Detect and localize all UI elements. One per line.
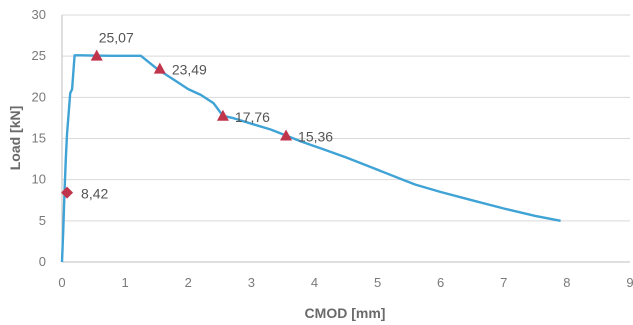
- triangle-marker: [216, 109, 229, 121]
- data-label: 25,07: [99, 30, 134, 46]
- data-markers: [61, 49, 293, 199]
- data-label: 15,36: [298, 129, 333, 145]
- data-label: 8,42: [81, 186, 108, 202]
- data-labels: 8,42 25,07 23,49 17,76 15,36: [81, 30, 333, 202]
- load-cmod-line: [60, 54, 561, 263]
- y-tick-label: 30: [32, 7, 46, 22]
- x-tick-label: 6: [437, 275, 444, 290]
- x-tick-label: 0: [58, 275, 65, 290]
- x-tick-label: 8: [563, 275, 570, 290]
- y-tick-label: 0: [39, 254, 46, 269]
- x-tick-label: 3: [248, 275, 255, 290]
- series-lines: [60, 54, 561, 263]
- diamond-marker: [61, 186, 74, 199]
- x-axis-title: CMOD [mm]: [305, 305, 386, 321]
- x-tick-label: 7: [500, 275, 507, 290]
- y-tick-label: 10: [32, 172, 46, 187]
- y-tick-label: 15: [32, 131, 46, 146]
- gridlines: [62, 14, 630, 222]
- data-label: 17,76: [235, 109, 270, 125]
- x-tick-label: 4: [311, 275, 318, 290]
- y-tick-label: 25: [32, 48, 46, 63]
- y-tick-labels: 0 5 10 15 20 25 30: [32, 7, 46, 269]
- axes: [61, 15, 630, 263]
- triangle-marker: [90, 49, 103, 61]
- data-label: 23,49: [172, 62, 207, 78]
- y-tick-label: 20: [32, 89, 46, 104]
- x-tick-label: 2: [185, 275, 192, 290]
- x-tick-label: 1: [121, 275, 128, 290]
- y-axis-title: Load [kN]: [7, 106, 23, 171]
- y-tick-label: 5: [39, 213, 46, 228]
- triangle-marker: [280, 129, 293, 141]
- x-tick-label: 5: [374, 275, 381, 290]
- x-tick-labels: 0 1 2 3 4 5 6 7 8 9: [58, 275, 633, 290]
- x-tick-label: 9: [626, 275, 633, 290]
- triangle-marker: [153, 62, 166, 74]
